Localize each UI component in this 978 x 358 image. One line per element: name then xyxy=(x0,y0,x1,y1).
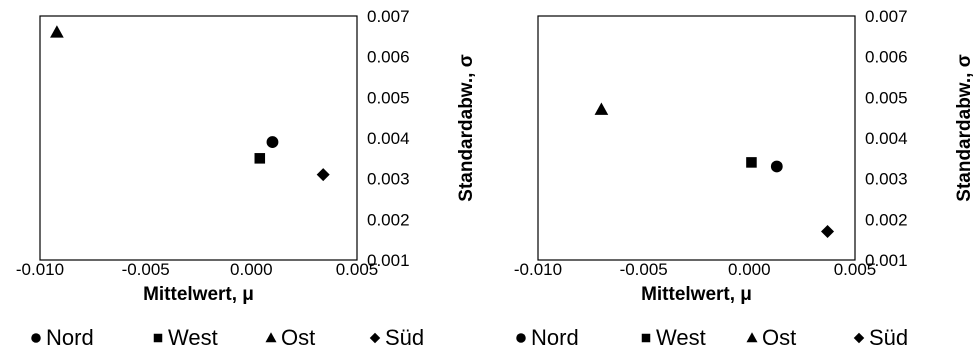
chart-left-x-axis-title: Mittelwert, μ xyxy=(143,284,254,305)
chart-left-legend-marker-ost xyxy=(265,332,277,343)
chart-right-y-axis-title: Standardabw., σ xyxy=(954,54,975,201)
chart-right-y-tick-label: 0.006 xyxy=(865,48,908,67)
chart-right-legend-label: Ost xyxy=(762,325,796,350)
chart-right-legend-marker-west xyxy=(641,333,651,343)
chart-right-y-tick-label: 0.003 xyxy=(865,170,908,189)
chart-right-x-tick-label: -0.005 xyxy=(620,260,668,279)
chart-right-legend-label: Süd xyxy=(869,325,908,350)
chart-right-point-west xyxy=(746,157,757,168)
chart-right-y-tick-label: 0.007 xyxy=(865,7,908,26)
chart-left-y-axis-title: Standardabw., σ xyxy=(456,54,477,201)
chart-right-point-nord xyxy=(770,160,783,173)
chart-right-legend-marker-ost xyxy=(746,332,758,343)
chart-left-point-ost xyxy=(50,25,64,38)
chart-left-x-tick-label: 0.000 xyxy=(230,260,273,279)
chart-left-x-tick-label: -0.005 xyxy=(122,260,170,279)
chart-left-x-tick-label: -0.010 xyxy=(16,260,64,279)
chart-left-y-tick-label: 0.003 xyxy=(367,170,410,189)
chart-right-legend-label: West xyxy=(656,325,706,350)
chart-right-point-süd xyxy=(821,225,835,239)
chart-right-x-tick-label: -0.010 xyxy=(514,260,562,279)
chart-left-svg: -0.010 -0.005 0.000 0.0050.0070.0060.0050.0… xyxy=(16,7,477,350)
chart-right-y-tick-label: 0.004 xyxy=(865,129,908,148)
chart-left-y-tick-label: 0.005 xyxy=(367,88,410,107)
chart-left-y-tick-label: 0.001 xyxy=(367,251,410,270)
chart-right-legend-marker-süd xyxy=(853,332,865,344)
chart-left-y-tick-label: 0.004 xyxy=(367,129,410,148)
chart-right-y-tick-label: 0.001 xyxy=(865,251,908,270)
chart-left-point-nord xyxy=(266,136,279,148)
chart-right-point-ost xyxy=(594,102,609,115)
chart-right: -0.010 -0.005 0.000 0.005 0.007 0.006 0.005 0.0… xyxy=(489,0,978,358)
chart-left-legend-label: West xyxy=(168,325,218,350)
chart-right-x-axis-title: Mittelwert, μ xyxy=(641,284,752,305)
chart-left-legend-marker-nord xyxy=(31,333,41,343)
chart-left-y-tick-label: 0.006 xyxy=(367,48,410,67)
chart-left-y-tick-label: 0.002 xyxy=(367,210,410,229)
chart-left-legend-marker-west xyxy=(153,333,163,343)
chart-left-point-süd xyxy=(316,168,330,182)
chart-left-legend-marker-süd xyxy=(369,332,381,344)
chart-left-legend-label: Süd xyxy=(385,325,424,350)
chart-right-svg: -0.010 -0.005 0.000 0.0050.0070.0060.0050.0… xyxy=(514,7,975,350)
chart-left-x-tick-label: 0.005 xyxy=(336,260,379,279)
chart-right-x-tick-label: 0.005 xyxy=(834,260,877,279)
chart-left-plot-frame xyxy=(39,15,358,261)
chart-left-y-tick-label: 0.007 xyxy=(367,7,410,26)
chart-right-x-tick-label: 0.000 xyxy=(728,260,771,279)
chart-left-legend-label: Ost xyxy=(281,325,315,350)
chart-left: -0.010 -0.005 0.000 0.005 0.007 0.006 0.005 0.0… xyxy=(16,7,477,350)
chart-left-point-west xyxy=(254,153,266,164)
chart-right-y-tick-label: 0.002 xyxy=(865,210,908,229)
chart-right-legend-label: Nord xyxy=(531,325,579,350)
chart-right-plot-frame xyxy=(537,15,856,261)
chart-right-legend-marker-nord xyxy=(516,333,526,343)
chart-left-legend-label: Nord xyxy=(46,325,94,350)
chart-right-y-tick-label: 0.005 xyxy=(865,88,908,107)
